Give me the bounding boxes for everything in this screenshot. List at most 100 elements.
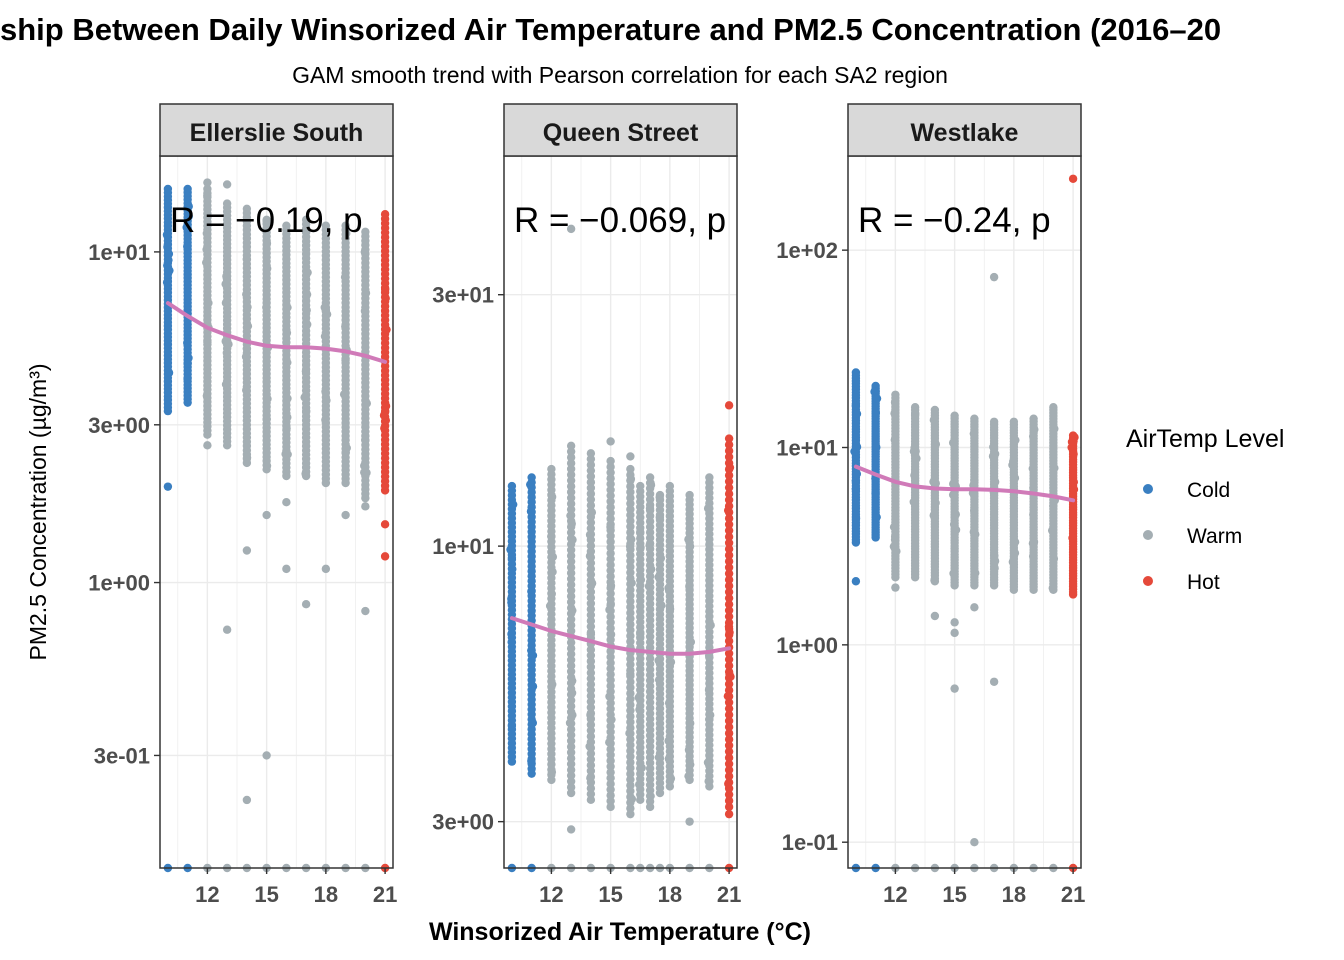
data-point xyxy=(664,754,674,763)
data-point xyxy=(303,268,312,277)
data-point xyxy=(724,710,734,720)
data-point xyxy=(990,564,999,573)
data-point xyxy=(606,497,615,506)
data-point xyxy=(664,736,673,746)
data-point xyxy=(910,409,920,419)
outlier-point xyxy=(341,510,350,520)
data-point xyxy=(626,775,635,784)
x-tick-label: 12 xyxy=(539,882,563,907)
data-point xyxy=(606,456,615,466)
data-point xyxy=(889,542,899,551)
data-point xyxy=(587,579,597,588)
data-point xyxy=(724,747,734,756)
data-point xyxy=(654,675,664,685)
data-point xyxy=(507,594,516,604)
data-point xyxy=(635,780,644,789)
data-point xyxy=(183,374,192,384)
data-point xyxy=(566,545,576,555)
data-point xyxy=(586,570,596,579)
data-point xyxy=(724,661,734,670)
data-point xyxy=(283,394,292,403)
data-point xyxy=(951,525,961,535)
data-point xyxy=(626,660,635,669)
data-point xyxy=(851,484,861,493)
data-point xyxy=(724,471,734,480)
outlier-point xyxy=(989,272,999,282)
data-point xyxy=(665,481,675,491)
data-point xyxy=(566,626,576,636)
outlier-point xyxy=(380,552,390,561)
outlier-point xyxy=(282,497,291,507)
data-point xyxy=(626,809,635,819)
data-point xyxy=(282,221,291,230)
data-point xyxy=(625,542,635,551)
data-point xyxy=(990,556,1000,566)
outlier-point xyxy=(222,180,232,189)
facet-0: R = −0.19, p Ellerslie South 3e-01 1e+00 3e+… xyxy=(88,103,397,907)
data-point xyxy=(606,624,615,633)
data-point xyxy=(626,637,635,646)
data-point xyxy=(724,771,734,781)
data-point xyxy=(724,600,734,609)
data-point xyxy=(566,458,576,468)
data-point xyxy=(705,473,714,482)
data-point xyxy=(566,499,576,508)
data-point xyxy=(949,569,958,578)
x-tick-label: 21 xyxy=(717,882,741,907)
data-point xyxy=(606,549,615,558)
data-point xyxy=(586,766,596,776)
data-point xyxy=(566,771,576,780)
data-point xyxy=(586,599,596,608)
data-point xyxy=(302,290,312,299)
y-tick-label: 3e+01 xyxy=(432,283,494,308)
y-tick-label: 1e+00 xyxy=(776,633,838,658)
data-point xyxy=(507,481,517,491)
data-point xyxy=(930,576,939,585)
data-point xyxy=(969,506,979,516)
data-point xyxy=(626,568,635,577)
data-point xyxy=(506,545,515,554)
data-point xyxy=(380,424,389,433)
data-point xyxy=(300,393,309,402)
data-point xyxy=(283,303,292,312)
data-point xyxy=(626,474,636,484)
data-point xyxy=(301,215,311,225)
outlier-point xyxy=(203,178,212,187)
data-point xyxy=(360,247,369,257)
data-point xyxy=(202,258,211,267)
data-point xyxy=(606,727,615,737)
data-point xyxy=(566,511,575,520)
data-point xyxy=(657,601,666,610)
data-point xyxy=(724,569,734,578)
data-point xyxy=(242,290,251,299)
data-point xyxy=(262,414,271,424)
data-point xyxy=(566,586,576,595)
chart-subtitle: GAM smooth trend with Pearson correlatio… xyxy=(292,62,948,88)
data-point xyxy=(948,490,958,499)
data-point xyxy=(605,738,614,747)
data-point xyxy=(566,736,576,746)
data-point xyxy=(851,368,861,377)
data-point xyxy=(626,781,635,790)
data-point xyxy=(724,722,734,732)
data-point xyxy=(725,670,734,679)
data-point xyxy=(1028,539,1038,548)
legend-label-hot: Hot xyxy=(1187,571,1220,594)
data-point xyxy=(221,337,230,346)
data-point xyxy=(322,396,331,405)
data-point xyxy=(870,387,879,396)
data-point xyxy=(382,325,391,334)
data-point xyxy=(1048,526,1057,535)
data-point xyxy=(586,651,596,660)
data-point xyxy=(1069,436,1078,446)
data-point xyxy=(626,505,635,514)
data-point xyxy=(586,760,596,770)
data-point xyxy=(606,474,615,483)
data-point xyxy=(724,698,734,707)
data-point xyxy=(871,408,881,418)
data-point xyxy=(203,184,212,194)
legend: AirTemp Level Cold Warm Hot xyxy=(1126,425,1284,594)
data-point xyxy=(664,698,674,708)
data-point xyxy=(548,680,557,689)
x-axis-title: Winsorized Air Temperature (°C) xyxy=(429,918,811,946)
